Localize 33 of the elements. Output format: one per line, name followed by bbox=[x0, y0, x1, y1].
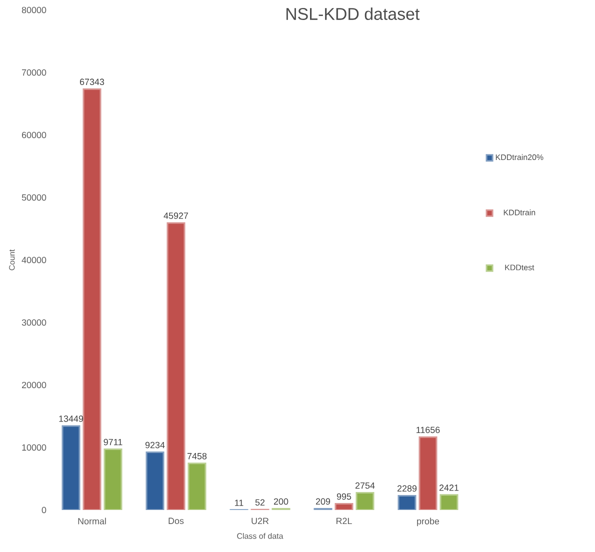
data-label: 2421 bbox=[439, 484, 459, 491]
y-tick-label: 70000 bbox=[22, 69, 46, 76]
y-tick-label: 50000 bbox=[22, 194, 46, 201]
y-tick-label: 80000 bbox=[22, 6, 46, 14]
bar bbox=[62, 425, 80, 510]
y-tick-label: 0 bbox=[42, 506, 46, 514]
data-label: 995 bbox=[336, 493, 352, 500]
x-tick-label: U2R bbox=[252, 518, 269, 524]
data-label: 52 bbox=[255, 499, 265, 506]
bar bbox=[82, 88, 102, 510]
data-label: 200 bbox=[274, 498, 288, 505]
x-tick-label: probe bbox=[417, 518, 440, 526]
data-label: 2289 bbox=[397, 485, 417, 492]
y-tick-label: 20000 bbox=[22, 382, 46, 388]
data-label: 7458 bbox=[187, 452, 207, 460]
x-tick-label: Normal bbox=[78, 518, 106, 524]
y-tick-label: 10000 bbox=[22, 444, 46, 451]
data-label: 13449 bbox=[59, 416, 84, 422]
data-label: 9711 bbox=[104, 438, 122, 446]
y-tick-label: 30000 bbox=[22, 319, 46, 326]
y-tick-label: 40000 bbox=[22, 256, 46, 264]
data-label: 11 bbox=[235, 500, 244, 506]
chart-title: NSL-KDD dataset bbox=[286, 8, 420, 20]
data-label: 9234 bbox=[145, 442, 165, 448]
x-tick-label: Dos bbox=[168, 518, 184, 524]
y-tick-label: 60000 bbox=[22, 132, 46, 138]
data-label: 67343 bbox=[80, 78, 104, 86]
data-label: 2754 bbox=[355, 482, 375, 489]
x-tick-label: R2L bbox=[336, 518, 352, 524]
bar bbox=[166, 222, 186, 510]
data-label: 45927 bbox=[164, 212, 188, 219]
data-label: 11656 bbox=[416, 426, 440, 434]
data-label: 209 bbox=[316, 498, 330, 505]
